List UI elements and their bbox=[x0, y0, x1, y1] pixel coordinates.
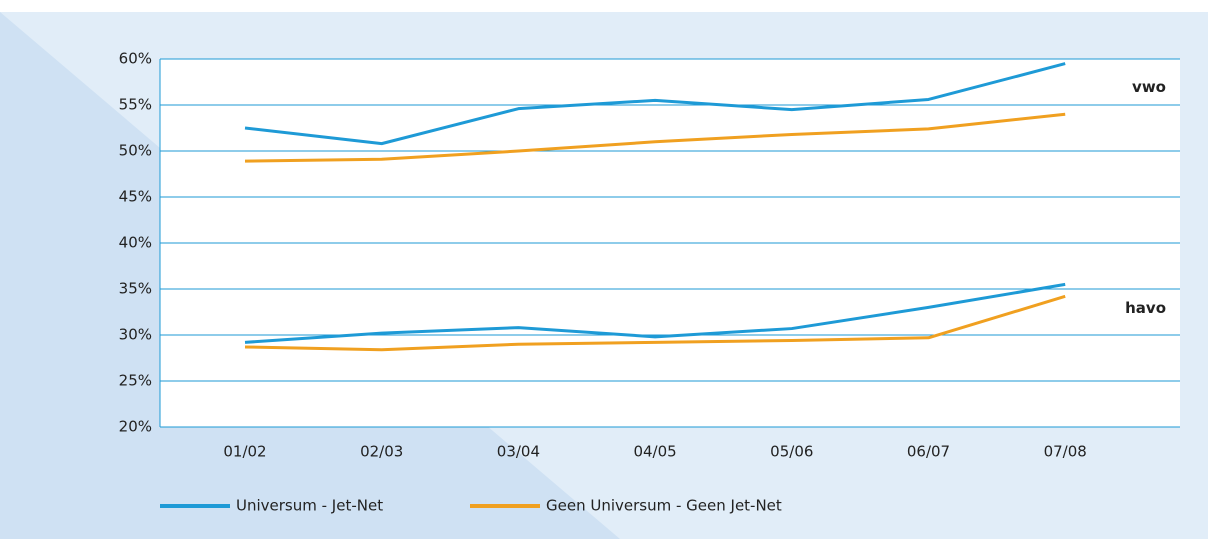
x-tick-label: 01/02 bbox=[223, 443, 266, 461]
line-series bbox=[244, 62, 1066, 146]
x-tick-label: 05/06 bbox=[770, 443, 813, 461]
y-tick-label: 30% bbox=[119, 326, 152, 344]
x-tick-label: 06/07 bbox=[907, 443, 950, 461]
x-tick-label: 02/03 bbox=[360, 443, 403, 461]
line-series bbox=[244, 112, 1066, 163]
group-label: vwo bbox=[1132, 78, 1166, 96]
legend-label: Universum - Jet-Net bbox=[236, 497, 383, 515]
y-tick-label: 35% bbox=[119, 280, 152, 298]
y-tick-label: 20% bbox=[119, 418, 152, 436]
y-tick-label: 45% bbox=[119, 188, 152, 206]
y-tick-label: 40% bbox=[119, 234, 152, 252]
y-tick-label: 55% bbox=[119, 96, 152, 114]
group-label: havo bbox=[1125, 299, 1166, 317]
legend-label: Geen Universum - Geen Jet-Net bbox=[546, 497, 782, 515]
y-tick-label: 60% bbox=[119, 50, 152, 68]
y-tick-label: 50% bbox=[119, 142, 152, 160]
x-tick-label: 04/05 bbox=[633, 443, 676, 461]
x-tick-label: 07/08 bbox=[1044, 443, 1087, 461]
x-tick-label: 03/04 bbox=[497, 443, 540, 461]
line-series bbox=[244, 282, 1066, 344]
line-series bbox=[244, 294, 1066, 352]
y-tick-label: 25% bbox=[119, 372, 152, 390]
